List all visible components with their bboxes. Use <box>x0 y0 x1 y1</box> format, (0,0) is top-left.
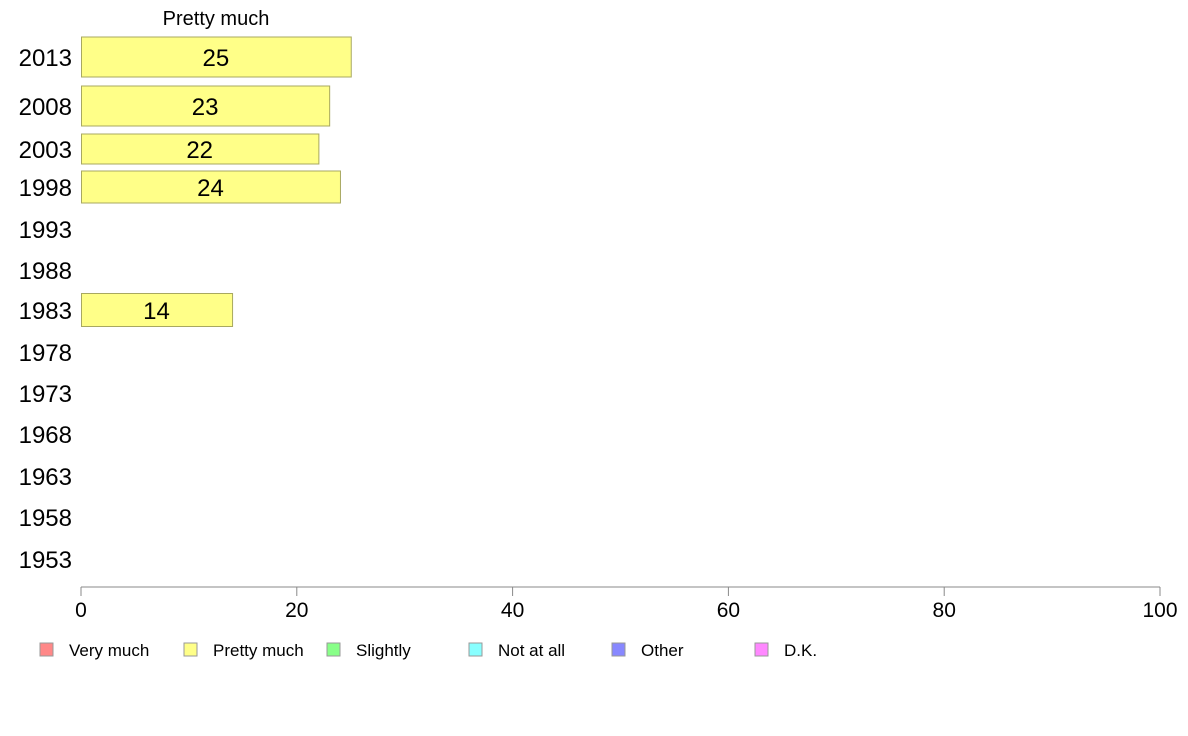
y-tick-label: 1953 <box>19 547 72 574</box>
x-tick-label: 40 <box>501 599 524 622</box>
bar-value-label: 25 <box>203 45 230 72</box>
bars-layer: 25 23 22 24 14 <box>81 36 352 327</box>
x-tick-label: 100 <box>1142 599 1177 622</box>
legend-swatch <box>183 642 198 657</box>
y-tick-label: 1973 <box>19 381 72 408</box>
legend-label: Pretty much <box>213 641 304 660</box>
legend: Very much Pretty much Slightly Not at all Ot… <box>39 641 817 660</box>
y-tick-label: 1978 <box>19 340 72 367</box>
x-tick-label: 60 <box>717 599 740 622</box>
legend-label: D.K. <box>784 641 817 660</box>
y-tick-label: 2008 <box>19 94 72 121</box>
bar <box>81 170 341 204</box>
y-tick-label: 1983 <box>19 298 72 325</box>
legend-label: Other <box>641 641 684 660</box>
legend-swatch <box>326 642 341 657</box>
legend-label: Slightly <box>356 641 411 660</box>
y-tick-label: 1988 <box>19 258 72 285</box>
legend-label: Very much <box>69 641 149 660</box>
bar-value-label: 24 <box>197 175 224 202</box>
y-axis-labels: 2013 2008 2003 1998 1993 1988 1983 1978 1973 1968… <box>19 45 72 574</box>
y-tick-label: 1963 <box>19 464 72 491</box>
bar-value-label: 22 <box>186 137 213 164</box>
y-tick-label: 1993 <box>19 217 72 244</box>
bar <box>81 293 234 327</box>
legend-swatch <box>468 642 483 657</box>
y-tick-label: 2013 <box>19 45 72 72</box>
x-axis: 0 20 40 60 80 100 <box>75 586 1178 622</box>
legend-swatch <box>39 642 54 657</box>
chart-title: Pretty much <box>163 8 270 30</box>
x-tick-label: 20 <box>285 599 308 622</box>
bar-value-label: 23 <box>192 94 219 121</box>
y-tick-label: 1958 <box>19 505 72 532</box>
legend-swatch <box>611 642 626 657</box>
bar <box>81 36 352 78</box>
y-tick-label: 1968 <box>19 422 72 449</box>
bar <box>81 133 320 165</box>
y-tick-label: 1998 <box>19 175 72 202</box>
legend-swatch <box>754 642 769 657</box>
x-tick-label: 0 <box>75 599 87 622</box>
y-tick-label: 2003 <box>19 137 72 164</box>
legend-label: Not at all <box>498 641 565 660</box>
bar <box>81 85 331 127</box>
x-tick-label: 80 <box>933 599 956 622</box>
bar-value-label: 14 <box>143 298 170 325</box>
